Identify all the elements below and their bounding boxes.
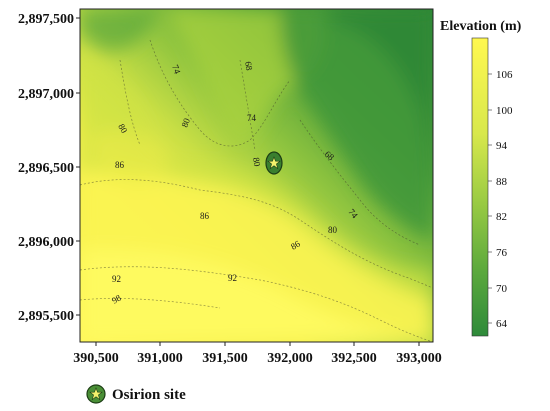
colorbar-tick-label: 76 xyxy=(496,247,508,259)
contour-label: 80 xyxy=(179,116,192,128)
y-tick-label: 2,896,000 xyxy=(18,235,74,250)
colorbar-tick-label: 94 xyxy=(496,140,508,152)
y-tick-label: 2,897,000 xyxy=(18,87,74,102)
contour-label: 92 xyxy=(112,274,121,284)
contour-label: 86 xyxy=(200,211,210,221)
x-tick-label: 390,500 xyxy=(73,351,119,366)
star-in-circle-icon xyxy=(86,384,106,404)
x-tick-label: 391,500 xyxy=(202,351,248,366)
contour-label: 74 xyxy=(247,113,257,123)
map-frame xyxy=(79,8,434,343)
x-axis: 390,500 391,000 391,500 392,000 392,500 … xyxy=(73,342,442,366)
contour-label: 74 xyxy=(170,63,183,75)
x-tick-label: 392,000 xyxy=(267,351,313,366)
y-tick-label: 2,896,500 xyxy=(18,161,74,176)
map-area: 74 68 80 80 74 86 80 68 74 86 80 86 92 9… xyxy=(80,9,433,342)
contour-label: 86 xyxy=(115,160,125,170)
star-icon xyxy=(267,156,281,170)
contour-lines xyxy=(80,39,433,342)
y-tick-label: 2,897,500 xyxy=(18,12,74,27)
colorbar-tick-label: 88 xyxy=(496,176,508,188)
colorbar-tick-label: 70 xyxy=(496,283,508,295)
osirion-site-marker[interactable] xyxy=(265,151,283,175)
colorbar-tick-label: 100 xyxy=(496,105,513,117)
contour-label: 80 xyxy=(251,157,262,168)
x-tick-label: 392,500 xyxy=(331,351,377,366)
contour-label: 80 xyxy=(328,225,338,235)
colorbar: Elevation (m) 106 100 94 88 82 76 70 64 xyxy=(440,19,522,337)
colorbar-title: Elevation (m) xyxy=(440,19,522,34)
x-tick-label: 393,000 xyxy=(396,351,442,366)
y-axis: 2,897,500 2,897,000 2,896,500 2,896,000 … xyxy=(18,12,80,324)
contour-label: 92 xyxy=(228,273,237,283)
colorbar-tick-label: 82 xyxy=(496,211,507,223)
colorbar-tick-label: 64 xyxy=(496,318,508,330)
contour-labels: 74 68 80 80 74 86 80 68 74 86 80 86 92 9… xyxy=(110,61,360,306)
legend-label: Osirion site xyxy=(112,387,186,403)
legend: Osirion site xyxy=(86,384,186,404)
contour-label: 68 xyxy=(243,61,254,72)
x-tick-label: 391,000 xyxy=(137,351,183,366)
colorbar-tick-label: 106 xyxy=(496,69,513,81)
y-tick-label: 2,895,500 xyxy=(18,309,74,324)
colorbar-ramp xyxy=(471,37,489,337)
